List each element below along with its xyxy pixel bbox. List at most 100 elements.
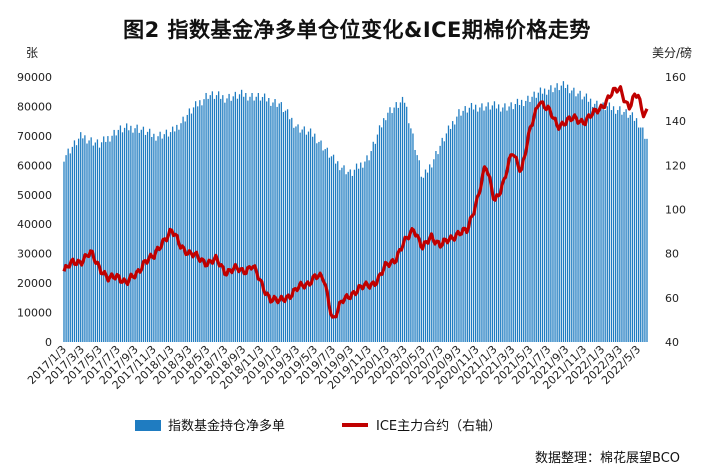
net-long-bar [195,101,197,342]
x-axis-tick-labels: 2017/1/32017/3/32017/5/32017/7/32017/9/3… [25,343,643,392]
net-long-bar [376,134,379,342]
right-axis-tick-label: 140 [665,115,686,128]
net-long-bar [134,128,136,342]
net-long-bar [312,136,314,342]
right-axis-tick-label: 160 [665,71,686,84]
net-long-bar [234,91,236,342]
net-long-bar [224,102,226,342]
net-long-bar [220,98,222,343]
net-long-bar [238,94,241,343]
net-long-bar [291,117,293,342]
net-long-bar [418,160,420,342]
net-long-bar [282,112,285,342]
net-long-bar [533,91,535,342]
net-long-bar [514,103,516,343]
net-long-bar [349,169,351,342]
net-long-bar [644,138,646,342]
net-long-bar [209,95,211,343]
net-long-bar [146,131,149,342]
net-long-bar [587,101,590,342]
net-long-bar [431,167,433,342]
net-long-bar [416,155,418,342]
net-long-bar [562,81,565,343]
net-long-bar [598,108,600,342]
net-long-bar [437,154,439,342]
net-long-bar [249,96,251,342]
net-long-bar [608,102,611,342]
net-long-bar [485,106,487,342]
net-long-bar [483,110,485,342]
left-axis-tick-label: 60000 [17,159,52,172]
net-long-bar [144,134,147,342]
net-long-bar [529,101,531,342]
net-long-bar [543,88,546,342]
net-long-bar [357,168,360,342]
net-long-bar [458,109,460,343]
net-long-bar [213,98,216,343]
net-long-bar [406,106,408,342]
net-long-bar [201,105,203,342]
net-long-bar [130,125,132,342]
net-long-bar [284,110,287,342]
net-long-bar [211,91,214,342]
net-long-bar [341,167,343,342]
net-long-bar [646,138,648,342]
net-long-bar [126,123,128,342]
net-long-bar [337,161,339,342]
net-long-bar [426,172,429,342]
net-long-bar [470,102,473,342]
net-long-bar [500,111,502,342]
net-long-bar [510,102,512,342]
net-long-bar [232,96,234,342]
net-long-bar [149,128,151,342]
net-long-bar [502,107,504,342]
net-long-bar [548,89,550,342]
net-long-bar [516,98,519,342]
net-long-bar [111,135,113,342]
net-long-bar [535,97,537,342]
net-long-bar [399,102,402,342]
chart-title: 图2 指数基金净多单仓位变化&ICE期棉价格走势 [123,18,591,42]
net-long-bar [575,96,577,342]
net-long-bar [293,127,295,342]
net-long-bar [596,100,598,343]
net-long-bar [347,171,349,342]
left-axis-tick-label: 80000 [17,100,52,113]
net-long-bar [433,159,435,342]
net-long-bar [527,95,529,342]
left-axis-tick-label: 50000 [17,189,52,202]
net-long-bar [322,150,324,342]
net-long-bar [142,126,145,342]
net-long-bar [571,90,573,342]
net-long-bar [581,99,583,342]
net-long-bar [460,115,462,342]
net-long-bar [615,113,617,342]
net-long-bar [253,100,255,342]
net-long-bar [351,175,354,342]
net-long-bar [159,131,161,342]
net-long-bar [345,174,347,342]
net-long-bar [332,154,335,342]
net-long-bar [546,94,548,343]
net-long-bar [385,120,387,343]
net-long-bar [330,156,333,342]
net-long-bar [69,153,71,342]
net-long-bar [569,93,571,342]
net-long-bar [263,93,266,342]
net-long-bar [550,85,552,343]
net-long-bar [165,129,168,342]
net-long-bar [629,115,631,342]
net-long-bar [328,157,331,342]
net-long-bar [199,100,201,342]
net-long-bar [103,136,105,342]
net-long-bar [151,137,153,342]
net-long-bar [464,106,466,342]
net-long-bar [378,125,381,342]
net-long-bar [71,146,73,342]
net-long-bar [184,121,186,342]
net-long-bar [96,139,99,342]
net-long-bar [364,161,366,342]
net-long-bar [472,109,475,342]
net-long-bar [477,111,479,342]
